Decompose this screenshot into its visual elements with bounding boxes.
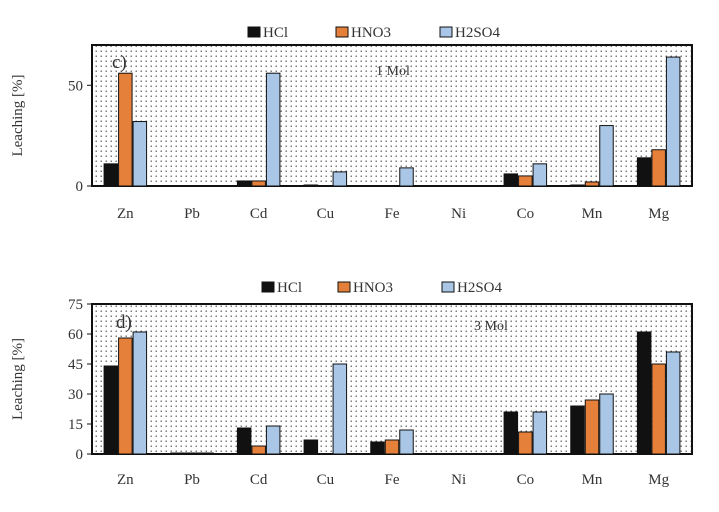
category-label: Mn [582, 472, 603, 488]
y-axis-label: Leaching [%] [10, 74, 26, 156]
panel-d: 0 15 30 45 60 75 Leaching [%] Zn Pb Cd Cu Fe Ni Co Mn M… [10, 280, 693, 488]
bar-zn-hcl [103, 163, 119, 187]
y-tick-label: 60 [68, 327, 83, 343]
bar-zn-hcl [103, 365, 119, 455]
bar-zn-hno3 [118, 337, 133, 455]
y-tick-label: 45 [68, 357, 83, 373]
bar-cd-h2so4 [265, 425, 281, 455]
bar-mg-hno3 [651, 363, 666, 455]
y-tick-label: 0 [76, 179, 84, 195]
bar-mg-hcl [636, 157, 652, 187]
category-label: Cu [317, 472, 335, 488]
category-label: Mg [648, 472, 669, 488]
bar-pb-hno3 [184, 452, 200, 455]
bar-mn-hno3 [584, 399, 600, 455]
y-axis-label: Leaching [%] [10, 338, 26, 420]
bar-cd-h2so4 [265, 72, 281, 187]
bar-co-hcl [503, 173, 519, 187]
bar-cd-hno3 [251, 445, 266, 455]
category-label: Pb [184, 472, 200, 488]
concentration-annotation: 1 Mol [376, 64, 410, 79]
category-label: Cd [250, 206, 268, 222]
category-label: Cd [250, 472, 268, 488]
y-tick-label: 50 [68, 78, 83, 94]
bar-fe-h2so4 [399, 429, 414, 455]
legend-swatch [261, 281, 275, 293]
bar-mn-h2so4 [599, 393, 614, 455]
bar-cd-hcl [236, 180, 252, 187]
legend-label: HCl [277, 280, 302, 296]
bar-co-hno3 [518, 175, 533, 187]
legend-label: HNO3 [351, 25, 391, 41]
bar-zn-hno3 [118, 72, 133, 187]
legend-swatch [337, 281, 351, 293]
bar-co-hcl [503, 411, 519, 455]
legend-label: HCl [263, 25, 288, 41]
y-tick-label: 15 [68, 417, 83, 433]
category-label: Zn [117, 206, 134, 222]
panel-label: d) [116, 312, 132, 333]
category-label: Co [517, 206, 535, 222]
bar-cu-hcl [303, 439, 319, 455]
category-label: Mn [582, 206, 603, 222]
bar-co-h2so4 [532, 411, 548, 455]
category-label: Pb [184, 206, 200, 222]
bar-co-hno3 [518, 431, 533, 455]
bar-mg-h2so4 [665, 56, 681, 187]
bar-cd-hcl [236, 427, 252, 455]
panel-c: 0 50 Leaching [%] Zn Pb Cd Cu Fe Ni Co Mn Mg HCl HNO3… [10, 25, 693, 222]
category-label: Co [517, 472, 535, 488]
category-label: Ni [451, 206, 466, 222]
legend-swatch [247, 26, 261, 38]
bar-mg-hno3 [651, 149, 666, 187]
category-label: Ni [451, 472, 466, 488]
bar-zn-h2so4 [132, 121, 148, 187]
bar-mg-hcl [636, 331, 652, 455]
legend-swatch [439, 26, 453, 38]
bar-cu-h2so4 [332, 171, 348, 187]
category-label: Zn [117, 472, 134, 488]
y-tick-label: 30 [68, 387, 83, 403]
bar-mn-hno3 [584, 181, 600, 187]
legend-label: HNO3 [353, 280, 393, 296]
bar-fe-h2so4 [399, 167, 414, 187]
bar-cd-hno3 [251, 180, 266, 187]
y-tick-label: 75 [68, 297, 83, 313]
bar-mn-h2so4 [599, 125, 614, 187]
category-label: Fe [385, 472, 400, 488]
category-label: Fe [385, 206, 400, 222]
legend-label: H2SO4 [455, 25, 501, 41]
plot-area [91, 44, 693, 187]
bar-mn-hcl [570, 405, 585, 455]
bar-zn-h2so4 [132, 331, 148, 455]
category-label: Mg [648, 206, 669, 222]
category-label: Cu [317, 206, 335, 222]
bar-cu-hcl [303, 184, 319, 187]
panel-label: c) [112, 52, 127, 73]
bar-pb-h2so4 [199, 452, 214, 455]
bar-cu-h2so4 [332, 363, 348, 455]
bar-mn-hcl [570, 184, 585, 187]
legend-swatch [335, 26, 349, 38]
legend-swatch [441, 281, 455, 293]
y-tick-label: 0 [76, 447, 84, 463]
concentration-annotation: 3 Mol [474, 319, 508, 334]
legend-label: H2SO4 [457, 280, 503, 296]
bar-fe-hcl [370, 441, 385, 455]
bar-pb-hcl [170, 452, 185, 455]
bar-fe-hno3 [384, 439, 400, 455]
bar-co-h2so4 [532, 163, 548, 187]
bar-mg-h2so4 [665, 351, 681, 455]
